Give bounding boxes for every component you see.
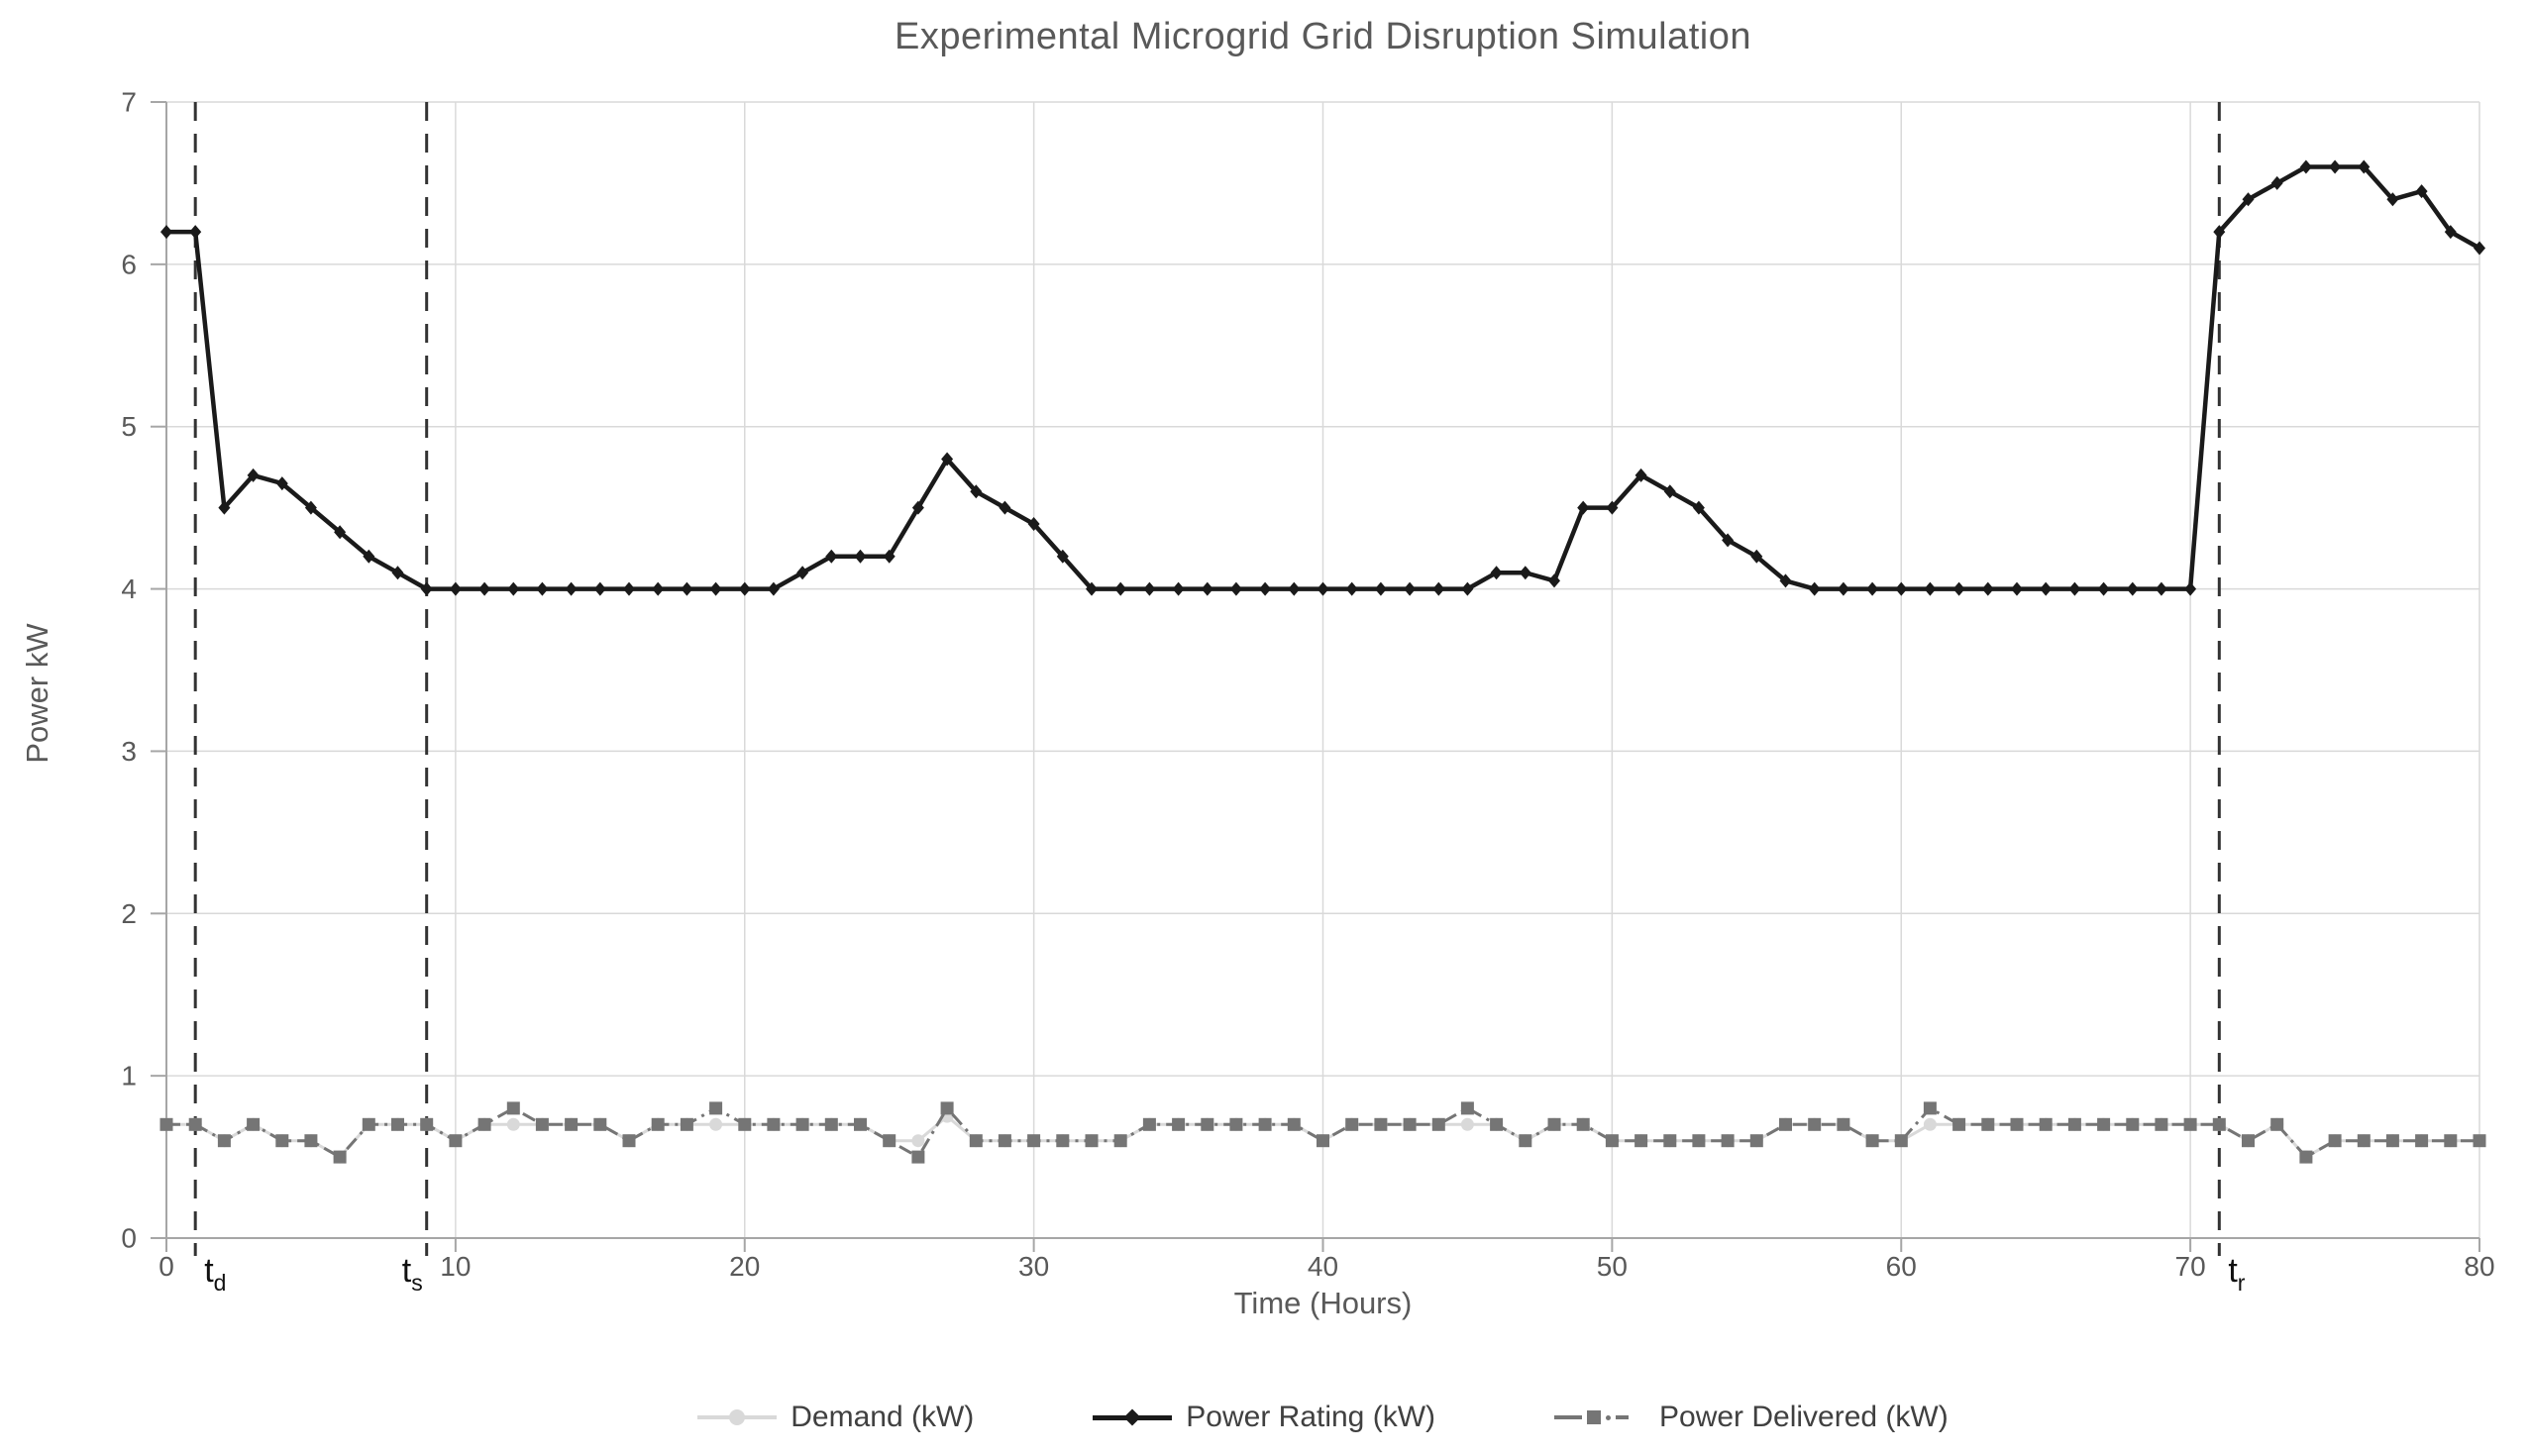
legend-label-power-rating: Power Rating (kW) — [1186, 1401, 1435, 1433]
y-tick-label: 0 — [121, 1223, 137, 1254]
x-tick-label: 30 — [1018, 1251, 1049, 1282]
x-axis-title: Time (Hours) — [1233, 1286, 1413, 1320]
x-tick-label: 50 — [1597, 1251, 1628, 1282]
chart-title: Experimental Microgrid Grid Disruption S… — [894, 16, 1752, 57]
legend-item-power-delivered: Power Delivered (kW) — [1554, 1401, 1949, 1434]
rating-line-diamond-icon — [1093, 1407, 1173, 1427]
x-tick-label: 10 — [440, 1251, 471, 1282]
x-tick-label: 60 — [1886, 1251, 1917, 1282]
demand-line-circle-icon — [697, 1407, 778, 1427]
series-markers-2 — [159, 1101, 2486, 1164]
chart-legend: Demand (kW) Power Rating (kW) Power Deli… — [166, 1401, 2479, 1434]
y-tick-label: 3 — [121, 736, 137, 767]
y-tick-label: 1 — [121, 1061, 137, 1092]
y-tick-label: 4 — [121, 573, 137, 604]
legend-label-power-delivered: Power Delivered (kW) — [1659, 1401, 1949, 1433]
legend-label-demand: Demand (kW) — [791, 1401, 975, 1433]
y-tick-label: 2 — [121, 898, 137, 929]
legend-item-power-rating: Power Rating (kW) — [1093, 1401, 1435, 1434]
y-tick-label: 5 — [121, 411, 137, 442]
legend-item-demand: Demand (kW) — [697, 1401, 974, 1434]
x-tick-label: 80 — [2464, 1251, 2494, 1282]
x-tick-label: 0 — [158, 1251, 174, 1282]
y-axis-title: Power kW — [20, 623, 54, 764]
series-line-2 — [166, 1105, 2479, 1160]
x-tick-label: 70 — [2175, 1251, 2206, 1282]
y-tick-label: 6 — [121, 249, 137, 279]
x-tick-label: 40 — [1308, 1251, 1338, 1282]
y-tick-label: 7 — [121, 87, 137, 118]
x-tick-label: 20 — [729, 1251, 760, 1282]
delivered-dashdot-square-icon — [1554, 1407, 1645, 1427]
series-markers-1 — [160, 159, 2485, 596]
